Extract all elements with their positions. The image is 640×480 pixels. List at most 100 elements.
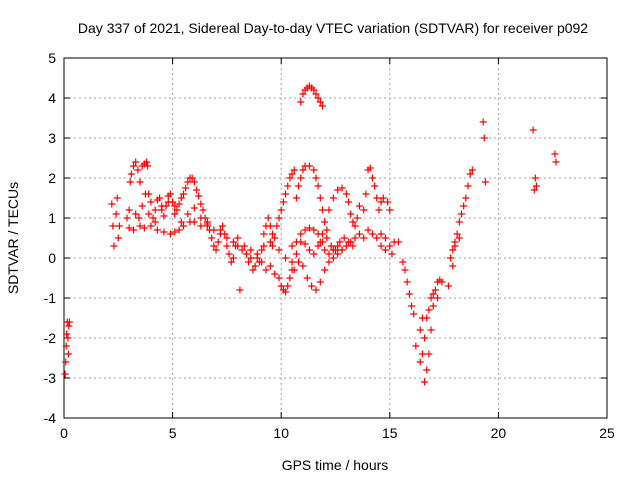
y-tick-label: 0 <box>48 250 56 266</box>
data-point <box>329 254 337 262</box>
data-point <box>299 166 307 174</box>
data-point <box>451 242 459 250</box>
data-point <box>177 194 185 202</box>
data-point <box>242 250 250 258</box>
data-point <box>351 234 359 242</box>
data-point <box>551 150 559 158</box>
data-point <box>438 278 446 286</box>
data-point <box>295 258 303 266</box>
data-point <box>171 210 179 218</box>
data-point <box>62 342 70 350</box>
data-point <box>379 194 387 202</box>
data-point <box>444 282 452 290</box>
data-point <box>190 178 198 186</box>
data-point <box>262 266 270 274</box>
data-point <box>269 242 277 250</box>
data-point <box>301 226 309 234</box>
x-tick-label: 5 <box>169 425 177 441</box>
data-point <box>425 306 433 314</box>
data-point <box>175 200 183 208</box>
data-point <box>136 178 144 186</box>
data-point <box>126 178 134 186</box>
data-point <box>427 294 435 302</box>
data-point <box>190 204 198 212</box>
data-point <box>216 230 224 238</box>
data-point <box>147 222 155 230</box>
data-point <box>312 90 320 98</box>
data-point <box>429 290 437 298</box>
data-point <box>310 250 318 258</box>
data-point <box>345 198 353 206</box>
data-point <box>314 94 322 102</box>
data-point <box>203 220 211 228</box>
data-point <box>184 210 192 218</box>
data-point <box>151 206 159 214</box>
data-point <box>373 194 381 202</box>
data-point <box>166 230 174 238</box>
data-point <box>531 174 539 182</box>
data-point <box>288 170 296 178</box>
data-point <box>286 174 294 182</box>
data-point <box>132 210 140 218</box>
data-point <box>109 222 117 230</box>
data-point <box>418 350 426 358</box>
data-point <box>271 270 279 278</box>
data-point <box>160 228 168 236</box>
data-point <box>229 254 237 262</box>
data-point <box>288 258 296 266</box>
data-point <box>123 214 131 222</box>
data-point <box>388 250 396 258</box>
data-point <box>462 194 470 202</box>
data-point <box>269 230 277 238</box>
y-tick-label: 4 <box>48 90 56 106</box>
data-point <box>212 246 220 254</box>
data-point <box>334 242 342 250</box>
data-point <box>162 202 170 210</box>
x-axis-label: GPS time / hours <box>282 457 389 473</box>
data-point <box>316 98 324 106</box>
data-point <box>258 258 266 266</box>
data-point <box>108 200 116 208</box>
data-points <box>61 82 560 386</box>
data-point <box>113 194 121 202</box>
chart-title: Day 337 of 2021, Sidereal Day-to-day VTE… <box>78 20 588 36</box>
y-tick-label: -3 <box>44 370 57 386</box>
data-point <box>156 194 164 202</box>
data-point <box>457 210 465 218</box>
data-point <box>303 274 311 282</box>
data-point <box>381 234 389 242</box>
data-point <box>316 278 324 286</box>
data-point <box>249 266 257 274</box>
data-point <box>310 86 318 94</box>
data-point <box>164 198 172 206</box>
data-point <box>279 198 287 206</box>
data-point <box>375 206 383 214</box>
data-point <box>479 118 487 126</box>
x-tick-label: 0 <box>60 425 68 441</box>
data-point <box>273 222 281 230</box>
data-point <box>334 186 342 194</box>
data-point <box>223 242 231 250</box>
data-point <box>214 238 222 246</box>
data-point <box>197 214 205 222</box>
data-point <box>135 214 143 222</box>
data-point <box>219 222 227 230</box>
y-tick-label: -2 <box>44 330 57 346</box>
data-point <box>360 234 368 242</box>
data-point <box>171 228 179 236</box>
data-point <box>115 222 123 230</box>
data-point <box>423 314 431 322</box>
data-point <box>125 206 133 214</box>
data-point <box>421 378 429 386</box>
data-point <box>314 182 322 190</box>
data-point <box>480 134 488 142</box>
data-point <box>305 224 313 232</box>
x-tick-label: 25 <box>599 425 615 441</box>
data-point <box>318 102 326 110</box>
data-point <box>264 214 272 222</box>
data-point <box>368 174 376 182</box>
data-point <box>410 310 418 318</box>
data-point <box>112 210 120 218</box>
data-point <box>138 202 146 210</box>
